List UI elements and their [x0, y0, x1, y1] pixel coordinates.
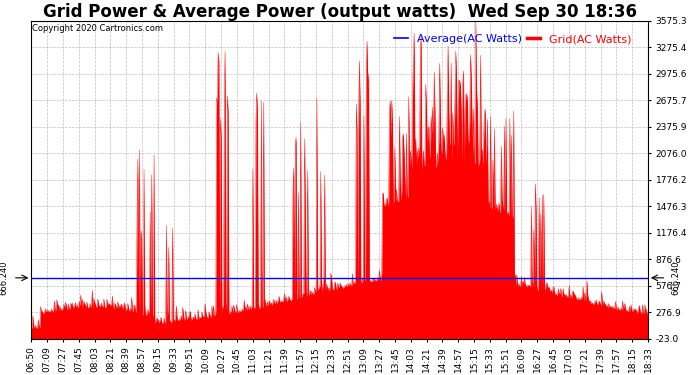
Text: 666.240: 666.240 — [0, 261, 8, 295]
Text: 666.240: 666.240 — [671, 261, 680, 295]
Legend: Average(AC Watts), Grid(AC Watts): Average(AC Watts), Grid(AC Watts) — [390, 30, 636, 49]
Text: Copyright 2020 Cartronics.com: Copyright 2020 Cartronics.com — [32, 24, 163, 33]
Title: Grid Power & Average Power (output watts)  Wed Sep 30 18:36: Grid Power & Average Power (output watts… — [43, 3, 637, 21]
